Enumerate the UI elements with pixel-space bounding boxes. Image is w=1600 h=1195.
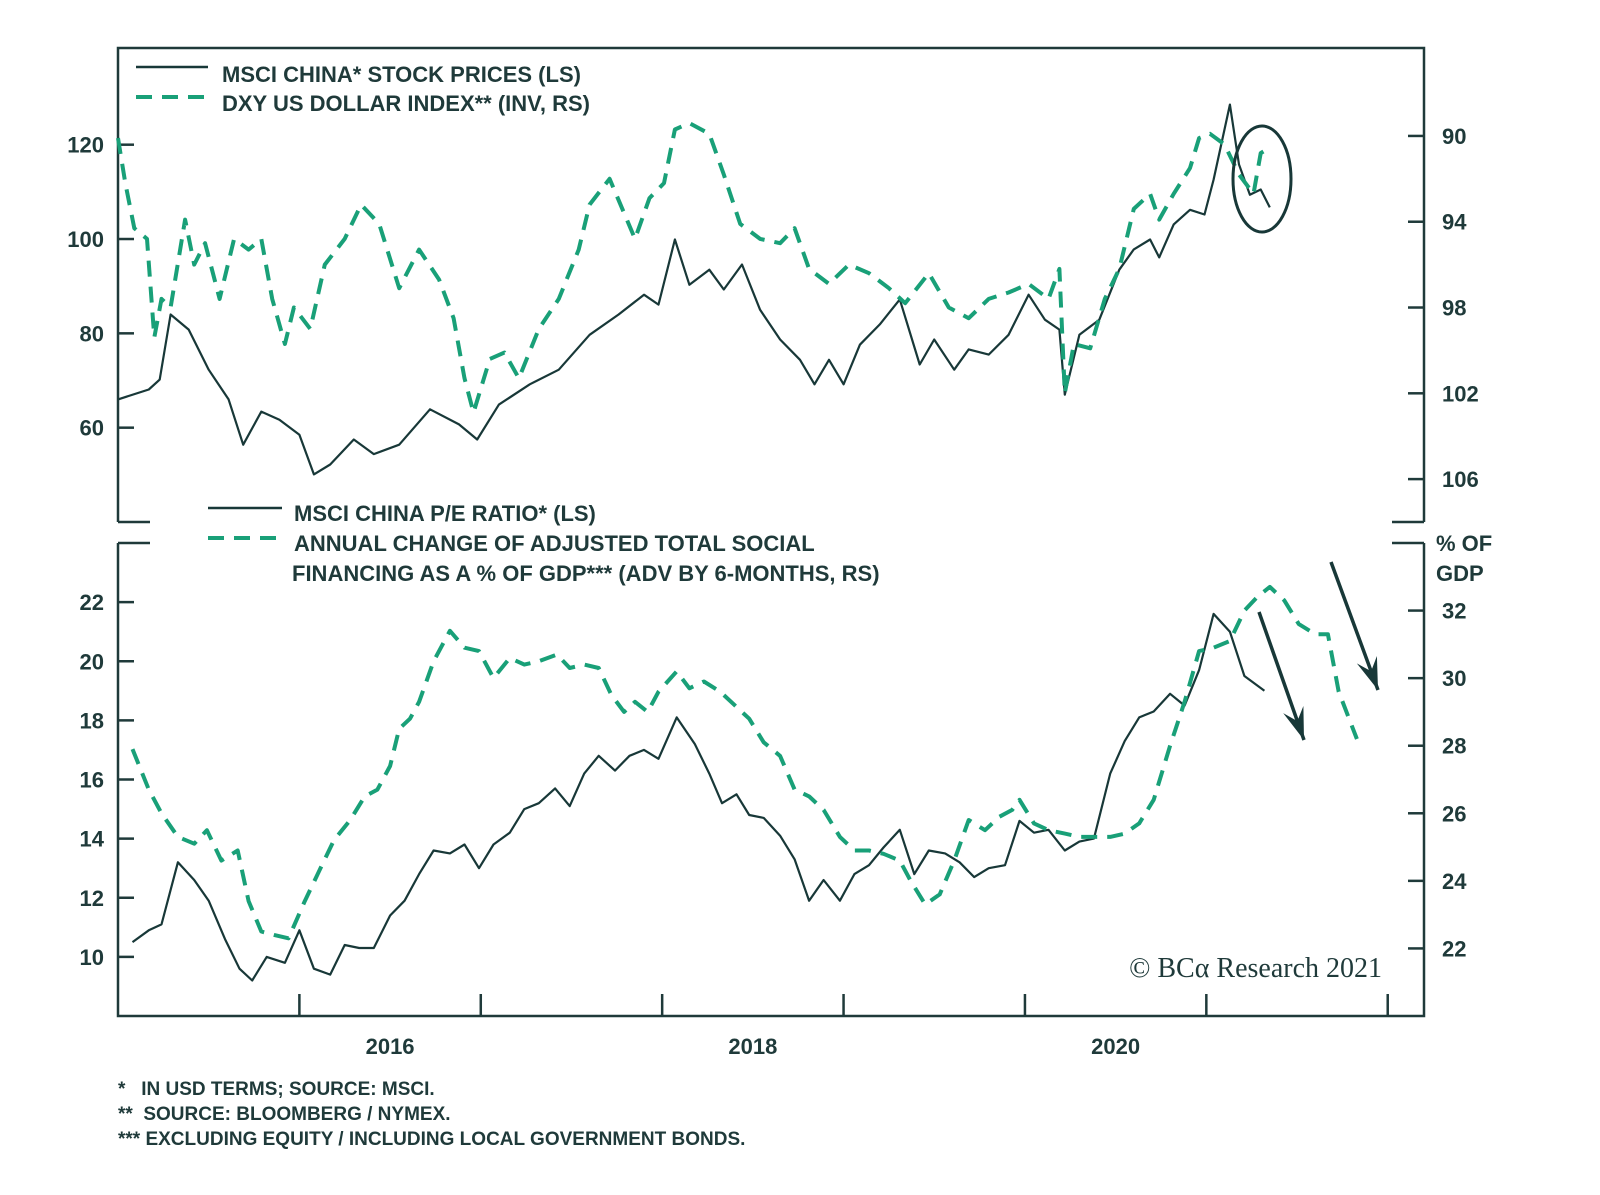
right-axis-tick-label: 98 [1442,296,1466,321]
down-arrow-pe-shaft [1257,611,1306,741]
bottom-panel-border [116,543,1426,1018]
down-arrow-pe-head [1283,706,1304,740]
stock-prices-line [117,103,1271,476]
bottom-legend: MSCI CHINA P/E RATIO* (LS) ANNUAL CHANGE… [208,501,880,586]
left-axis-tick-label: 18 [80,708,104,733]
footnote-3: *** EXCLUDING EQUITY / INCLUDING LOCAL G… [118,1129,745,1150]
right-axis-tick-label: 90 [1442,124,1466,149]
footnote-1: * IN USD TERMS; SOURCE: MSCI. [118,1079,435,1100]
axis-ticks: 60 80 100 120 90 94 98 102 106 10 12 14 16 18 20 22 22 24… [67,124,1478,1059]
right-axis-tick-label: 24 [1442,869,1467,894]
down-arrow-tsf-shaft [1329,561,1380,691]
right-axis-unit-line1: % OF [1436,531,1492,556]
x-axis-tick-label: 2018 [728,1034,777,1059]
legend-tsf-line2: FINANCING AS A % OF GDP*** (ADV BY 6-MON… [292,561,880,586]
left-axis-tick-label: 20 [80,649,104,674]
right-axis-tick-label: 30 [1442,666,1466,691]
x-axis-tick-label: 2020 [1091,1034,1140,1059]
highlight-circle [1231,124,1293,234]
left-axis-tick-label: 22 [80,590,104,615]
right-axis-tick-label: 32 [1442,599,1466,624]
tsf-line [130,584,1359,941]
brand-watermark: © BCα Research 2021 [1129,953,1382,984]
right-axis-tick-label: 26 [1442,801,1466,826]
legend-stock-prices: MSCI CHINA* STOCK PRICES (LS) [222,62,581,87]
right-axis-unit-line2: GDP [1436,561,1484,586]
right-axis-tick-label: 28 [1442,734,1466,759]
series-lines [116,103,1359,982]
legend-dxy: DXY US DOLLAR INDEX** (INV, RS) [222,91,590,116]
left-axis-tick-label: 10 [80,945,104,970]
legend-pe-ratio: MSCI CHINA P/E RATIO* (LS) [294,501,596,526]
left-axis-tick-label: 12 [80,886,104,911]
right-axis-tick-label: 102 [1442,381,1479,406]
right-axis-tick-label: 22 [1442,936,1466,961]
right-axis-tick-label: 106 [1442,467,1479,492]
footnote-2: ** SOURCE: BLOOMBERG / NYMEX. [118,1104,451,1125]
legend-tsf-line1: ANNUAL CHANGE OF ADJUSTED TOTAL SOCIAL [294,531,815,556]
left-axis-tick-label: 80 [80,321,104,346]
x-axis-tick-label: 2016 [366,1034,415,1059]
left-axis-tick-label: 60 [80,416,104,441]
right-axis-tick-label: 94 [1442,210,1467,235]
left-axis-tick-label: 120 [67,133,104,158]
pe-ratio-line [131,612,1266,982]
left-axis-tick-label: 16 [80,768,104,793]
top-legend: MSCI CHINA* STOCK PRICES (LS) DXY US DOL… [136,62,590,116]
left-axis-tick-label: 100 [67,227,104,252]
down-arrow-tsf-head [1356,656,1378,690]
top-panel-border [116,46,1426,522]
left-axis-tick-label: 14 [80,827,105,852]
dxy-line [116,121,1270,415]
annotations [1231,124,1380,741]
